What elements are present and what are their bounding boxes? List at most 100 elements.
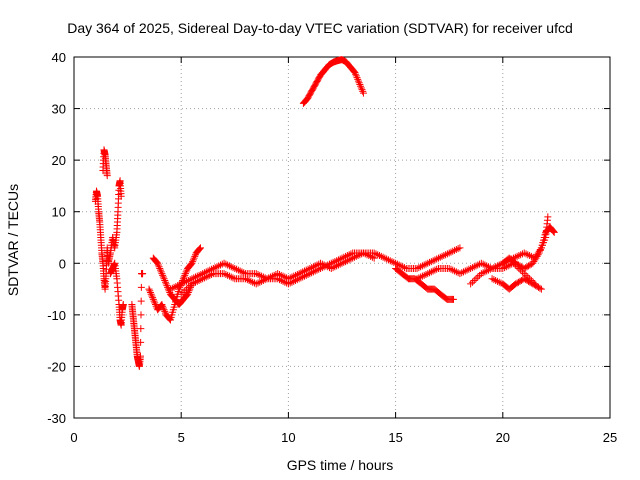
data-point [370,254,378,262]
data-point [258,277,266,285]
data-point [267,273,275,281]
series-main-7 [499,213,552,272]
data-point [150,297,158,305]
data-point [225,262,233,270]
data-point [161,278,169,286]
data-point [183,277,191,285]
data-point [182,268,190,276]
data-point [186,282,194,290]
data-point [352,70,360,78]
data-point [436,253,444,261]
data-point [477,270,485,278]
data-point [401,264,409,272]
data-point [357,84,365,92]
data-point [492,263,500,271]
data-point [523,276,531,284]
data-point [415,274,423,282]
data-point [195,246,203,254]
data-point [379,253,387,261]
data-point [474,261,482,269]
data-point [536,284,544,292]
data-point [472,262,480,270]
data-point [164,283,172,291]
data-point [324,263,332,271]
data-point [458,269,466,277]
data-point [177,290,185,298]
data-point [488,264,496,272]
data-point [349,254,357,262]
x-axis-label: GPS time / hours [287,457,394,473]
data-point [117,192,125,200]
data-point [166,285,174,293]
data-point [154,259,162,267]
data-point [161,307,169,315]
data-point [217,261,225,269]
data-point [493,277,501,285]
data-point [515,252,523,260]
data-point [181,271,189,279]
series-main-6 [488,275,545,293]
data-point [413,264,421,272]
series-cluster-1 [145,244,204,324]
data-point [384,256,392,264]
data-point [445,249,453,257]
data-point [222,270,230,278]
data-point [279,272,287,280]
data-point [196,244,204,252]
data-point [468,278,476,286]
data-point [297,269,305,277]
y-tick-label: 10 [52,205,66,220]
data-point [184,283,192,291]
data-point [513,252,521,260]
x-tick-label: 25 [603,430,617,445]
data-point [449,247,457,255]
data-point [242,275,250,283]
data-point [161,276,169,284]
plot-frame [73,56,611,419]
data-point [356,81,364,89]
data-point [520,249,528,257]
data-point [427,258,435,266]
data-point [243,276,251,284]
data-point [322,262,330,270]
data-point [463,266,471,274]
data-point [286,274,294,282]
data-point [361,250,369,258]
data-point [190,279,198,287]
data-point [550,228,558,236]
data-marks [91,56,558,370]
data-point [388,258,396,266]
data-point [236,267,244,275]
data-point [146,289,154,297]
data-point [525,262,533,270]
data-point [179,289,187,297]
x-tick-label: 20 [496,430,510,445]
data-point [422,260,430,268]
data-point [433,265,441,273]
data-point [456,244,464,252]
data-point [234,266,242,274]
data-point [137,325,145,333]
data-point [381,254,389,262]
data-point [352,72,360,80]
data-point [183,285,191,293]
data-point [355,79,363,87]
data-point [486,265,494,273]
data-point [495,278,503,286]
data-point [208,270,216,278]
data-point [179,279,187,287]
data-point [363,251,371,259]
data-point [374,251,382,259]
data-point [445,264,453,272]
data-point [256,271,264,279]
data-point [329,264,337,272]
data-point [476,271,484,279]
data-point [247,277,255,285]
data-point [295,270,303,278]
data-point [151,301,159,309]
data-point [302,266,310,274]
y-tick-label: 20 [52,153,66,168]
data-point [340,258,348,266]
data-point [377,252,385,260]
